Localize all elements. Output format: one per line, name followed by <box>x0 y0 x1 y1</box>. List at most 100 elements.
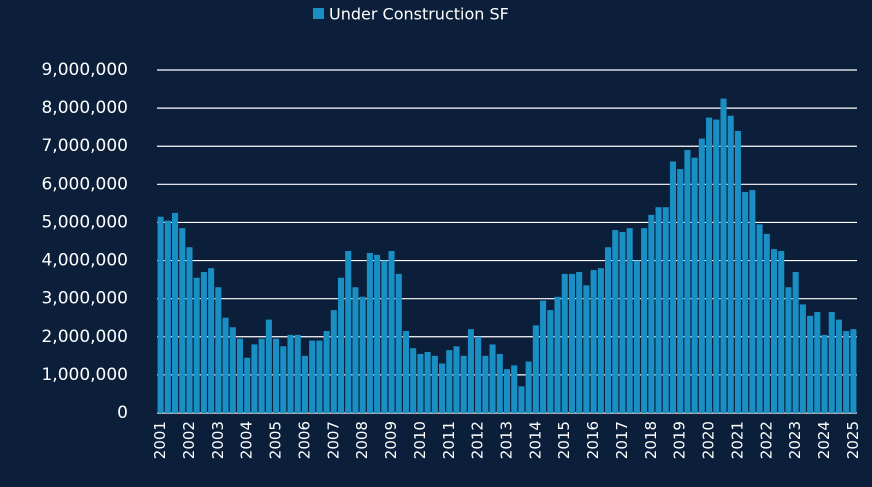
bar <box>799 304 806 413</box>
bar <box>720 98 727 413</box>
legend-label: Under Construction SF <box>329 5 509 24</box>
bar <box>713 119 720 414</box>
bar <box>374 254 381 413</box>
x-tick-label: 2011 <box>440 421 458 459</box>
y-tick-label: 7,000,000 <box>41 136 128 156</box>
bar <box>669 161 677 413</box>
bar <box>828 312 835 413</box>
bar <box>431 355 438 413</box>
bar <box>395 273 402 413</box>
bar <box>691 157 698 413</box>
bar <box>172 212 179 413</box>
bar <box>475 336 482 413</box>
bar <box>280 346 287 413</box>
bar <box>619 231 626 413</box>
bar <box>402 331 409 413</box>
bar <box>258 338 265 413</box>
bar <box>236 338 244 413</box>
x-tick-label: 2023 <box>786 421 804 459</box>
bar <box>503 369 511 413</box>
bar <box>251 344 258 413</box>
bar <box>684 150 691 414</box>
x-tick-label: 2005 <box>267 421 285 459</box>
bar <box>330 310 337 413</box>
bar <box>835 319 842 413</box>
x-tick-label: 2007 <box>324 421 342 459</box>
bar <box>467 329 474 413</box>
bar <box>814 312 821 413</box>
bar <box>215 287 222 413</box>
bar <box>698 138 705 413</box>
x-tick-label: 2006 <box>295 421 313 459</box>
x-tick-label: 2009 <box>382 421 400 459</box>
bar <box>727 115 734 413</box>
bar <box>229 327 236 413</box>
bar <box>208 268 215 413</box>
bar <box>532 325 539 413</box>
bar <box>323 331 330 413</box>
bar <box>301 355 308 413</box>
bar <box>439 363 446 413</box>
bar <box>641 228 648 413</box>
bar <box>583 285 590 413</box>
bar <box>179 228 186 413</box>
y-tick-label: 2,000,000 <box>41 327 128 347</box>
x-tick-label: 2021 <box>728 421 746 459</box>
bar <box>561 273 568 413</box>
y-tick-label: 5,000,000 <box>41 212 128 232</box>
bar <box>742 191 749 413</box>
x-tick-label: 2001 <box>151 421 169 459</box>
y-tick-label: 9,000,000 <box>41 60 128 80</box>
x-tick-label: 2013 <box>498 421 516 459</box>
bar <box>287 334 294 413</box>
bar <box>460 355 467 413</box>
bar <box>821 334 828 413</box>
x-tick-label: 2018 <box>642 421 660 459</box>
bar <box>792 271 799 413</box>
x-tick-label: 2019 <box>671 421 689 459</box>
x-tick-label: 2010 <box>411 421 429 459</box>
x-tick-label: 2016 <box>584 421 602 459</box>
x-tick-label: 2004 <box>238 421 256 459</box>
x-tick-label: 2020 <box>700 421 718 459</box>
bar <box>309 340 316 413</box>
bar <box>359 296 366 413</box>
bar <box>388 251 395 413</box>
bar <box>843 331 850 413</box>
x-tick-label: 2012 <box>469 421 487 459</box>
bar <box>410 348 417 413</box>
bar <box>590 270 597 413</box>
legend-swatch <box>313 8 324 19</box>
x-tick-label: 2003 <box>209 421 227 459</box>
x-tick-label: 2002 <box>180 421 198 459</box>
bar <box>749 190 756 413</box>
bar <box>265 319 272 413</box>
y-tick-label: 3,000,000 <box>41 289 128 309</box>
bar <box>482 355 489 413</box>
bar <box>734 130 741 413</box>
bar <box>352 287 359 413</box>
bar <box>605 247 612 413</box>
bar <box>597 268 604 413</box>
bar <box>756 224 763 413</box>
bar <box>366 252 373 413</box>
bar <box>576 271 583 413</box>
y-tick-label: 1,000,000 <box>41 365 128 385</box>
x-tick-label: 2024 <box>815 421 833 459</box>
bar <box>525 361 532 413</box>
bar <box>294 334 301 413</box>
y-tick-label: 8,000,000 <box>41 98 128 118</box>
bar <box>850 329 857 413</box>
bar <box>164 220 171 413</box>
bar <box>273 338 280 413</box>
x-tick-label: 2022 <box>757 421 775 459</box>
bar <box>778 251 785 413</box>
bar <box>648 214 655 413</box>
bar <box>633 260 640 413</box>
bar <box>244 357 251 413</box>
bar <box>424 352 431 413</box>
y-tick-label: 0 <box>117 403 128 423</box>
bar <box>489 344 496 413</box>
